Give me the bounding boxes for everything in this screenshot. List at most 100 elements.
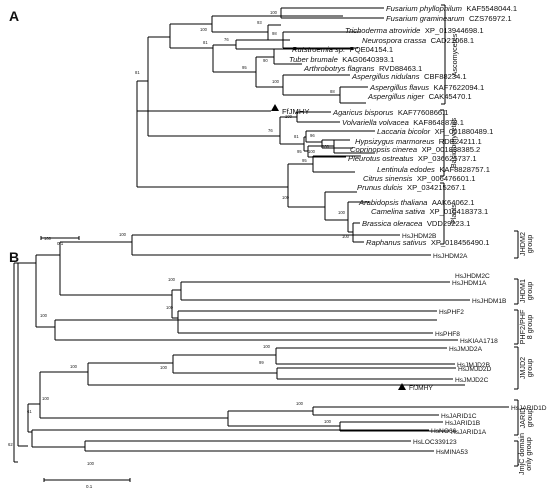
gene-label: HsJHDM1B — [472, 298, 507, 305]
bootstrap-value: 95 — [302, 158, 307, 163]
bootstrap-value: 100 — [160, 365, 168, 370]
ffjmhy-marker-a — [271, 104, 279, 111]
scale-bar-label-b: 0.1 — [86, 484, 93, 489]
bootstrap-value: 100 — [166, 305, 174, 310]
group-label-jarid: JARIDgroup — [518, 408, 534, 429]
bootstrap-value: 100 — [200, 27, 208, 32]
taxon-label: Agaricus bisporus KAF7760866.1 — [332, 102, 448, 119]
bootstrap-value: 81 — [135, 70, 140, 75]
bootstrap-value: 100 — [296, 401, 304, 406]
bootstrap-value: 100 — [70, 364, 78, 369]
bootstrap-value: 100 — [40, 313, 48, 318]
group-label-jmjc-domain-only: JmjC domainonly group — [517, 433, 533, 475]
gene-label: HsLOC339123 — [413, 439, 457, 446]
taxon-label: Laccaria bicolor XP_001880489.1 — [377, 121, 493, 138]
bootstrap-value: 98 — [272, 31, 277, 36]
bootstrap-value: 100 — [308, 149, 316, 154]
bootstrap-value: 100 — [263, 344, 271, 349]
gene-label: HsJMJD2C — [455, 377, 489, 384]
gene-label: HsJMJD2B — [457, 362, 491, 369]
taxon-label: Citrus sinensis XP_006476601.1 — [363, 168, 476, 185]
bootstrap-value: 62 — [8, 442, 13, 447]
group-label-ascomycetes: Ascomycetes — [450, 33, 459, 76]
gene-label: HsNO66 — [431, 428, 457, 435]
taxon-label: Fusarium graminearum CZS76972.1 — [386, 8, 512, 25]
gene-label: HsJHDM2C — [455, 273, 490, 280]
gene-label-ffjmhy: FfJMHY — [409, 385, 433, 392]
group-label-jhdm2: JHDM2group — [518, 232, 534, 256]
bootstrap-value: 100 — [42, 396, 50, 401]
bootstrap-value: 100 — [342, 234, 350, 239]
gene-label: HsMINA53 — [436, 449, 468, 456]
bootstrap-value: 76 — [224, 37, 229, 42]
taxon-label: Neurospora crassa CAD21068.1 — [362, 30, 474, 47]
group-label-plants: Plants — [449, 204, 458, 224]
panel-a-bootstrap: 93 100 98 100 76 81 90 95 100 88 81 76 1… — [135, 10, 350, 239]
panel-b-label: B — [9, 249, 19, 265]
taxon-label: Aspergillus nidulans CBF88234.1 — [351, 66, 467, 83]
bootstrap-value: 100 — [119, 232, 127, 237]
bootstrap-value: 100 — [168, 277, 176, 282]
gene-label: HsJMJD2D — [458, 366, 492, 373]
bootstrap-value: 90 — [263, 58, 268, 63]
gene-label: HsJMJD2A — [449, 346, 483, 353]
bootstrap-value: 61 — [27, 409, 32, 414]
panel-a-taxa: Fusarium phyllophilum KAF5548044.1 Fusar… — [282, 0, 517, 249]
taxon-label: Brassica oleracea VDD29223.1 — [362, 213, 470, 230]
gene-label: HsPHF8 — [435, 331, 460, 338]
bootstrap-value: 100 — [338, 210, 346, 215]
taxon-label: Hypsizygus marmoreus RDB24211.1 — [355, 131, 482, 148]
taxon-label: Raphanus sativus XP_018456490.1 — [366, 232, 490, 249]
taxon-label: Tuber brumale KAG0640393.1 — [289, 49, 394, 66]
bootstrap-value: 100 — [272, 79, 280, 84]
panel-a-label: A — [9, 8, 19, 24]
group-label-jhdm1: JHDM1group — [518, 279, 534, 303]
scale-bar-label-a: 0.1 — [57, 241, 64, 246]
group-label-jmjd2: JMJD2group — [518, 357, 534, 379]
taxon-label: Arthrobotrys flagrans RVD88463.1 — [303, 58, 422, 75]
bootstrap-value: 100 — [87, 461, 95, 466]
gene-label: HsJARID1C — [441, 413, 477, 420]
taxon-label: Rutstroemia sp. PQE04154.1 — [292, 39, 393, 56]
group-label-basidiomycetes: Basidiomycetes — [449, 117, 458, 168]
bootstrap-value: 93 — [257, 20, 262, 25]
gene-label: HsKIAA1718 — [460, 338, 498, 345]
gene-label: HsJHDM2B — [402, 233, 437, 240]
panel-b-groups: JHDM2group JHDM1group PHF2/PHF8 group JM… — [517, 232, 534, 475]
taxon-label: Trichoderma atroviride XP_013944698.1 — [345, 20, 484, 37]
bootstrap-value: 95 — [297, 149, 302, 154]
taxon-label: Coprinopsis cinerea XP_001838385.2 — [350, 139, 480, 156]
gene-label: HsPHF2 — [439, 309, 464, 316]
panel-b-genes: HsJHDM2B HsJHDM2A HsJHDM2C HsJHDM1A HsJH… — [402, 233, 547, 456]
taxon-label: Lentinula edodes KAF8828757.1 — [377, 159, 490, 176]
bootstrap-value: 100 — [324, 419, 332, 424]
gene-label: HsJHDM1A — [452, 280, 487, 287]
gene-label: HsJARID1D — [511, 405, 547, 412]
gene-label: HsJARID1B — [445, 420, 481, 427]
bootstrap-value: 99 — [259, 360, 264, 365]
bootstrap-value: 95 — [242, 65, 247, 70]
taxon-label: Aspergillus niger CAK45470.1 — [367, 86, 472, 103]
taxon-label: Camelina sativa XP_010418373.1 — [371, 201, 488, 218]
bootstrap-value: 100 — [44, 236, 52, 241]
taxon-label-ffjmhy: FfJMHY — [282, 107, 309, 116]
bootstrap-value: 81 — [294, 134, 299, 139]
bootstrap-value: 88 — [330, 89, 335, 94]
bootstrap-value: 100 — [322, 144, 330, 149]
taxon-label: Pleurotus ostreatus XP_036625737.1 — [348, 148, 477, 165]
panel-b-bootstrap: 100 100 100 100 100 100 99 100 100 100 1… — [8, 232, 332, 466]
gene-label: HsJHDM2A — [433, 253, 468, 260]
bootstrap-value: 76 — [268, 128, 273, 133]
ffjmhy-marker-b — [398, 383, 406, 390]
bootstrap-value: 100 — [270, 10, 278, 15]
bootstrap-value: 100 — [282, 195, 290, 200]
bootstrap-value: 100 — [285, 114, 293, 119]
taxon-label: Arabidopsis thaliana AAK64062.1 — [358, 192, 475, 209]
taxon-label: Prunus dulcis XP_034215267.1 — [357, 177, 466, 194]
taxon-label: Volvariella volvacea KAF8648878.1 — [342, 112, 464, 129]
gene-label: HsJARID1A — [451, 429, 487, 436]
taxon-label: Fusarium phyllophilum KAF5548044.1 — [386, 0, 517, 15]
bootstrap-value: 81 — [203, 40, 208, 45]
